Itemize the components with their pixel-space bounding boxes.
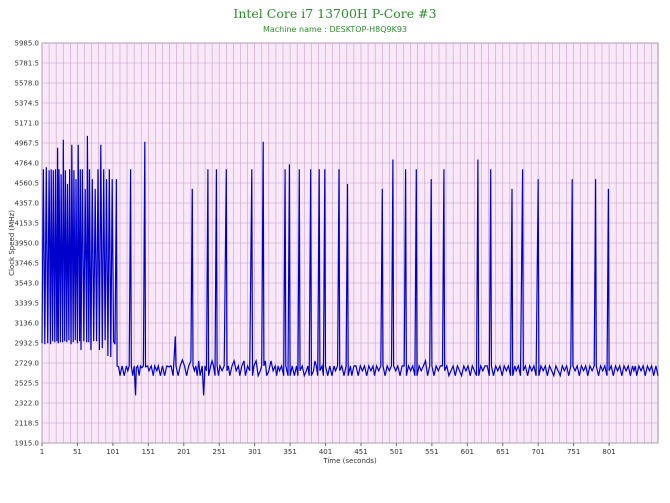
y-tick-label: 4357.0 (15, 200, 40, 208)
x-tick-label: 501 (390, 448, 403, 456)
x-tick-label: 551 (425, 448, 438, 456)
y-tick-label: 2525.5 (15, 380, 40, 388)
x-tick-label: 651 (496, 448, 509, 456)
x-axis-label: Time (seconds) (322, 457, 377, 465)
x-tick-label: 701 (532, 448, 545, 456)
x-tick-label: 301 (248, 448, 261, 456)
y-tick-label: 2932.5 (15, 340, 40, 348)
series-line (41, 135, 659, 396)
y-tick-label: 4764.0 (15, 160, 40, 168)
x-axis-ticks: 1 51 101 151 201 251 301 351 401 451 501 551 601 651 7… (40, 443, 616, 456)
y-tick-label: 5985.0 (15, 40, 40, 48)
y-tick-label: 1915.0 (15, 440, 40, 448)
grid-lines (41, 42, 658, 444)
y-tick-label: 2729.0 (15, 360, 40, 368)
y-tick-label: 5374.5 (15, 100, 40, 108)
chart-subtitle: Machine name : DESKTOP-H8Q9K93 (263, 25, 407, 34)
x-tick-label: 601 (461, 448, 474, 456)
x-tick-label: 451 (354, 448, 367, 456)
y-tick-label: 3543.0 (15, 280, 40, 288)
x-tick-label: 1 (40, 448, 44, 456)
y-tick-label: 5578.0 (15, 80, 40, 88)
y-tick-label: 3339.5 (15, 300, 40, 308)
y-tick-label: 4560.5 (15, 180, 40, 188)
y-tick-label: 5781.5 (15, 60, 40, 68)
y-tick-label: 4153.5 (15, 220, 40, 228)
y-tick-label: 3746.5 (15, 260, 40, 268)
y-tick-label: 3136.0 (15, 320, 40, 328)
y-tick-label: 5171.0 (15, 120, 40, 128)
x-tick-label: 151 (142, 448, 155, 456)
x-tick-label: 351 (283, 448, 296, 456)
x-tick-label: 101 (106, 448, 119, 456)
y-tick-label: 2322.0 (15, 400, 40, 408)
x-tick-label: 251 (213, 448, 226, 456)
x-tick-label: 751 (567, 448, 580, 456)
y-axis-label: Clock Speed (MHz) (8, 210, 16, 276)
x-tick-label: 201 (177, 448, 190, 456)
x-tick-label: 801 (602, 448, 615, 456)
y-tick-label: 2118.5 (15, 420, 40, 428)
x-tick-label: 401 (319, 448, 332, 456)
y-tick-label: 4967.5 (15, 140, 40, 148)
x-tick-label: 51 (73, 448, 82, 456)
y-tick-label: 3950.0 (15, 240, 40, 248)
y-axis-ticks: 5985.0 5781.5 5578.0 5374.5 5171.0 4967.5 4764… (15, 40, 40, 448)
chart-title: Intel Core i7 13700H P-Core #3 (233, 6, 436, 21)
